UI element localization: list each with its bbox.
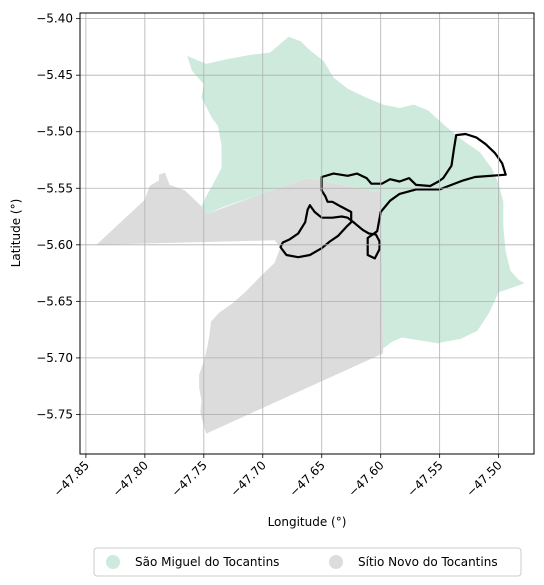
y-tick-label: −5.55 <box>36 181 73 195</box>
x-axis-ticks: −47.85 −47.80 −47.75 −47.70 −47.65 −47.60 −47.… <box>51 454 505 500</box>
x-tick-label: −47.70 <box>228 458 269 499</box>
urban-area-outline <box>279 132 507 260</box>
y-tick-label: −5.70 <box>36 351 73 365</box>
y-axis-ticks: −5.40 −5.45 −5.50 −5.55 −5.60 −5.65 −5.70 −5.75 <box>36 12 80 421</box>
y-tick-label: −5.60 <box>36 238 73 252</box>
y-tick-label: −5.50 <box>36 125 73 139</box>
plot-frame <box>79 12 535 455</box>
legend: São Miguel do Tocantins Sítio Novo do To… <box>93 547 522 577</box>
regions-layer <box>96 36 525 434</box>
y-tick-label: −5.40 <box>36 12 73 26</box>
x-tick-label: −47.80 <box>110 458 151 499</box>
x-tick-label: −47.50 <box>463 458 504 499</box>
x-tick-label: −47.75 <box>169 458 210 499</box>
y-tick-label: −5.75 <box>36 407 73 421</box>
gridlines <box>80 13 534 454</box>
x-axis-label: Longitude (°) <box>268 515 347 529</box>
y-tick-label: −5.65 <box>36 294 73 308</box>
legend-marker-sitio-novo <box>329 555 343 569</box>
region-sitio-novo-do-tocantins <box>96 172 384 434</box>
legend-label-sitio-novo: Sítio Novo do Tocantins <box>358 555 498 569</box>
x-tick-label: −47.85 <box>51 458 92 499</box>
x-tick-label: −47.60 <box>346 458 387 499</box>
legend-frame <box>93 547 522 577</box>
x-tick-label: −47.65 <box>287 458 328 499</box>
outline-layer <box>279 132 507 260</box>
legend-marker-sao-miguel <box>106 555 120 569</box>
y-tick-label: −5.45 <box>36 68 73 82</box>
legend-label-sao-miguel: São Miguel do Tocantins <box>135 555 279 569</box>
y-axis-label: Latitude (°) <box>9 199 23 268</box>
x-tick-label: −47.55 <box>404 458 445 499</box>
region-sao-miguel-do-tocantins <box>187 36 525 349</box>
